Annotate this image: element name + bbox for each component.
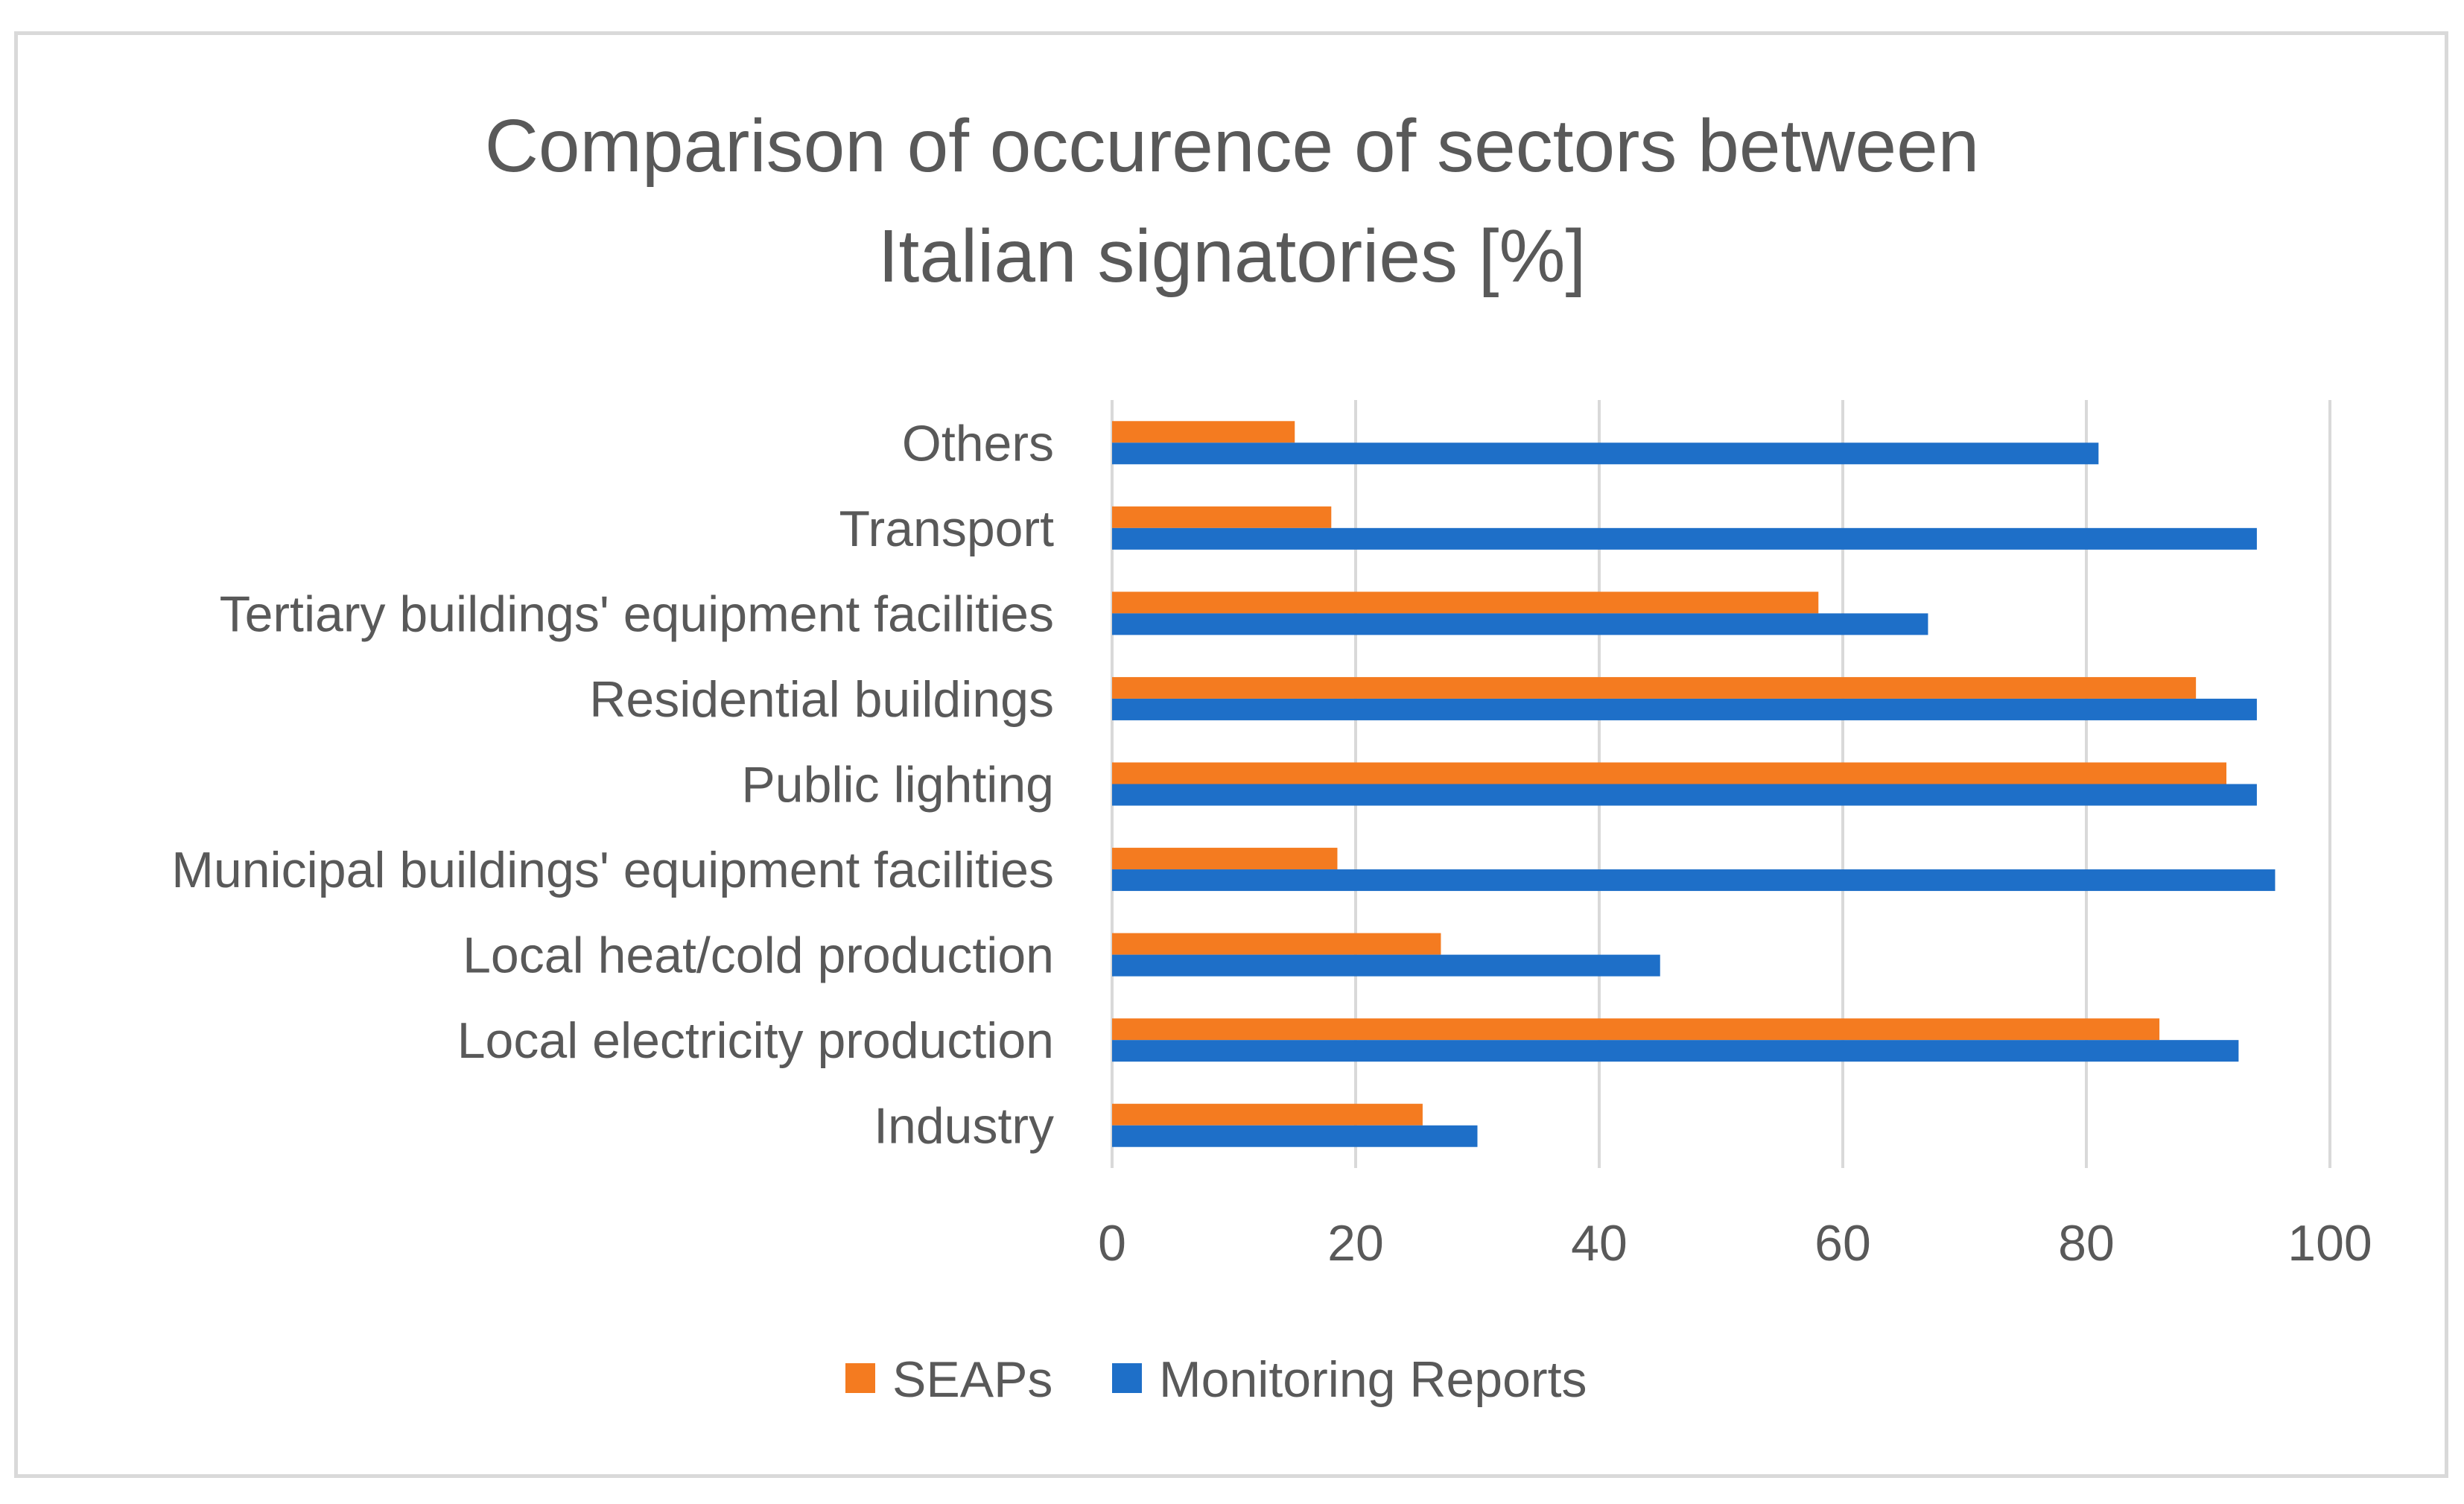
x-tick-label: 60 (1814, 1215, 1871, 1272)
category-label: Local electricity production (457, 1012, 1054, 1069)
monitoring-reports-bar (1112, 869, 2276, 892)
chart-frame (14, 31, 2448, 1478)
legend-swatch (1112, 1363, 1142, 1393)
x-tick-label: 100 (2287, 1215, 2372, 1272)
chart-title-line-2: Italian signatories [%] (878, 215, 1587, 298)
bars (1112, 421, 2276, 1147)
seaps-bar (1112, 1018, 2160, 1041)
monitoring-reports-bar (1112, 1125, 1478, 1147)
legend-swatch (845, 1363, 875, 1393)
monitoring-reports-bar (1112, 613, 1928, 635)
category-label: Residential buildings (589, 671, 1054, 728)
seaps-bar (1112, 933, 1441, 955)
seaps-bar (1112, 762, 2227, 784)
category-label: Others (902, 415, 1054, 472)
chart-title-line-1: Comparison of occurence of sectors betwe… (485, 104, 1980, 188)
legend: SEAPs Monitoring Reports (845, 1351, 1587, 1408)
seaps-bar (1112, 848, 1338, 870)
seaps-bar (1112, 676, 2197, 699)
category-label: Industry (874, 1098, 1054, 1155)
seaps-bar (1112, 591, 1819, 614)
x-tick-label: 80 (2058, 1215, 2115, 1272)
legend-label: Monitoring Reports (1159, 1351, 1587, 1408)
category-label: Public lighting (741, 757, 1054, 813)
x-tick-label: 40 (1571, 1215, 1628, 1272)
monitoring-reports-bar (1112, 442, 2099, 465)
monitoring-reports-bar (1112, 784, 2257, 806)
seaps-bar (1112, 1103, 1423, 1126)
monitoring-reports-bar (1112, 698, 2257, 720)
category-label: Tertiary buildings' equipment facilities (220, 586, 1054, 642)
x-tick-label: 20 (1327, 1215, 1384, 1272)
seaps-bar (1112, 421, 1295, 443)
category-label: Transport (839, 501, 1055, 557)
monitoring-reports-bar (1112, 954, 1660, 977)
monitoring-reports-bar (1112, 1040, 2239, 1062)
x-tick-label: 0 (1098, 1215, 1126, 1272)
seaps-bar (1112, 506, 1332, 528)
monitoring-reports-bar (1112, 527, 2257, 550)
category-label: Local heat/cold production (463, 927, 1054, 984)
category-label: Municipal buildings' equipment facilitie… (171, 842, 1054, 898)
category-labels: Others Transport Tertiary buildings' equip… (171, 415, 1054, 1154)
x-axis-ticks: 0 20 40 60 80 100 (1098, 1215, 2372, 1272)
legend-label: SEAPs (892, 1351, 1052, 1408)
